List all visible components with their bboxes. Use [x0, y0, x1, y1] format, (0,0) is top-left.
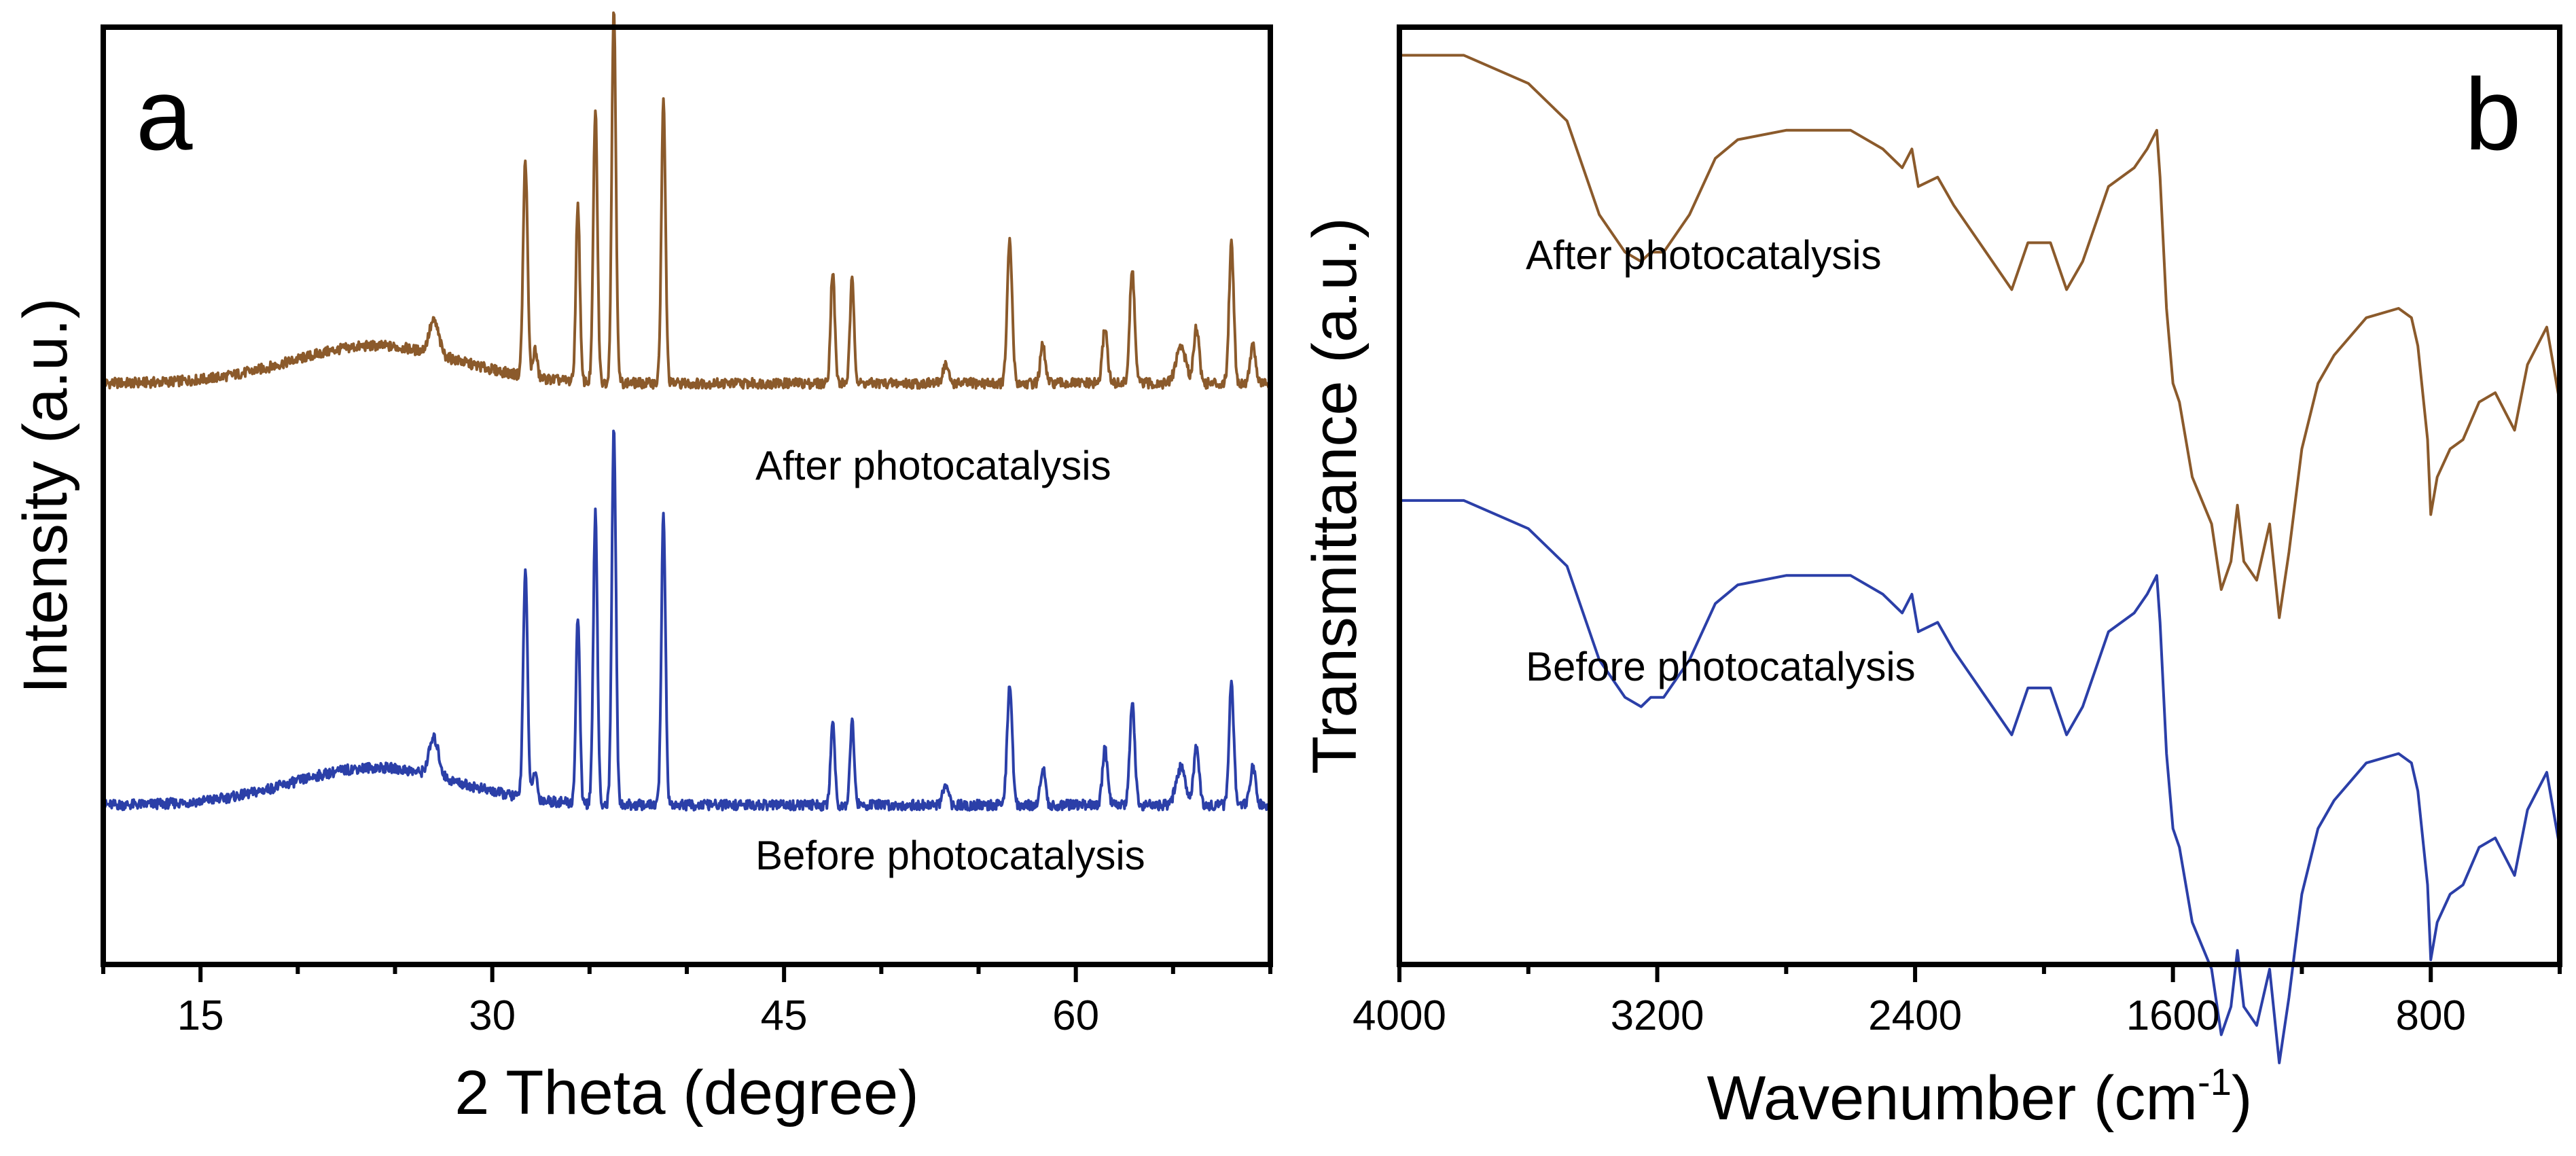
panel-b-before-label: Before photocatalysis: [1526, 644, 1916, 689]
panel-b-tick-label: 4000: [1353, 992, 1446, 1039]
panel-b-x-axis-title-end: ): [2232, 1064, 2253, 1133]
panel-a-tick-label: 15: [177, 992, 224, 1039]
panel-b-tick-label: 2400: [1868, 992, 1962, 1039]
panel-b-series-before: [1399, 499, 2561, 1064]
panel-b-tick-label: 1600: [2126, 992, 2220, 1039]
panel-b-after-label: After photocatalysis: [1526, 232, 1882, 278]
panel-a-x-axis-title: 2 Theta (degree): [454, 1058, 919, 1127]
panel-b-ftir-chart: 4000 3200 2400 1600 800 b After photocatalys…: [1300, 24, 2562, 1133]
panel-a-xrd-chart: 15 30 45 60 a After photocatalysis Before p…: [11, 11, 1273, 1127]
panel-b-series-group: [1399, 54, 2561, 1064]
panel-a-after-label: After photocatalysis: [755, 443, 1111, 488]
panel-b-plot-frame: [1397, 24, 2562, 967]
panel-b-tick-label: 800: [2395, 992, 2465, 1039]
panel-a-x-ticks: 15 30 45 60: [101, 964, 1272, 1039]
panel-b-series-after: [1399, 54, 2561, 619]
panel-b-x-axis-title-main: Wavenumber (cm: [1707, 1064, 2198, 1133]
panel-a-series-after: [102, 11, 1271, 390]
panel-b-x-ticks: 4000 3200 2400 1600 800: [1353, 964, 2562, 1039]
panel-b-x-axis-title: Wavenumber (cm-1): [1707, 1060, 2253, 1133]
panel-a-letter: a: [136, 57, 193, 171]
panel-a-tick-label: 60: [1052, 992, 1099, 1039]
panel-b-x-axis-title-sup: -1: [2198, 1060, 2232, 1103]
panel-b-letter: b: [2465, 57, 2521, 171]
panel-b-y-axis-title: Transmittance (a.u.): [1300, 217, 1370, 774]
panel-a-plot-frame: [101, 24, 1273, 967]
panel-a-series-before: [102, 429, 1272, 812]
panel-a-tick-label: 45: [761, 992, 808, 1039]
panel-b-tick-label: 3200: [1611, 992, 1704, 1039]
panel-a-y-axis-title: Intensity (a.u.): [11, 298, 80, 694]
panel-a-series-group: [102, 11, 1272, 812]
panel-a-before-label: Before photocatalysis: [755, 833, 1145, 878]
panel-a-tick-label: 30: [469, 992, 516, 1039]
